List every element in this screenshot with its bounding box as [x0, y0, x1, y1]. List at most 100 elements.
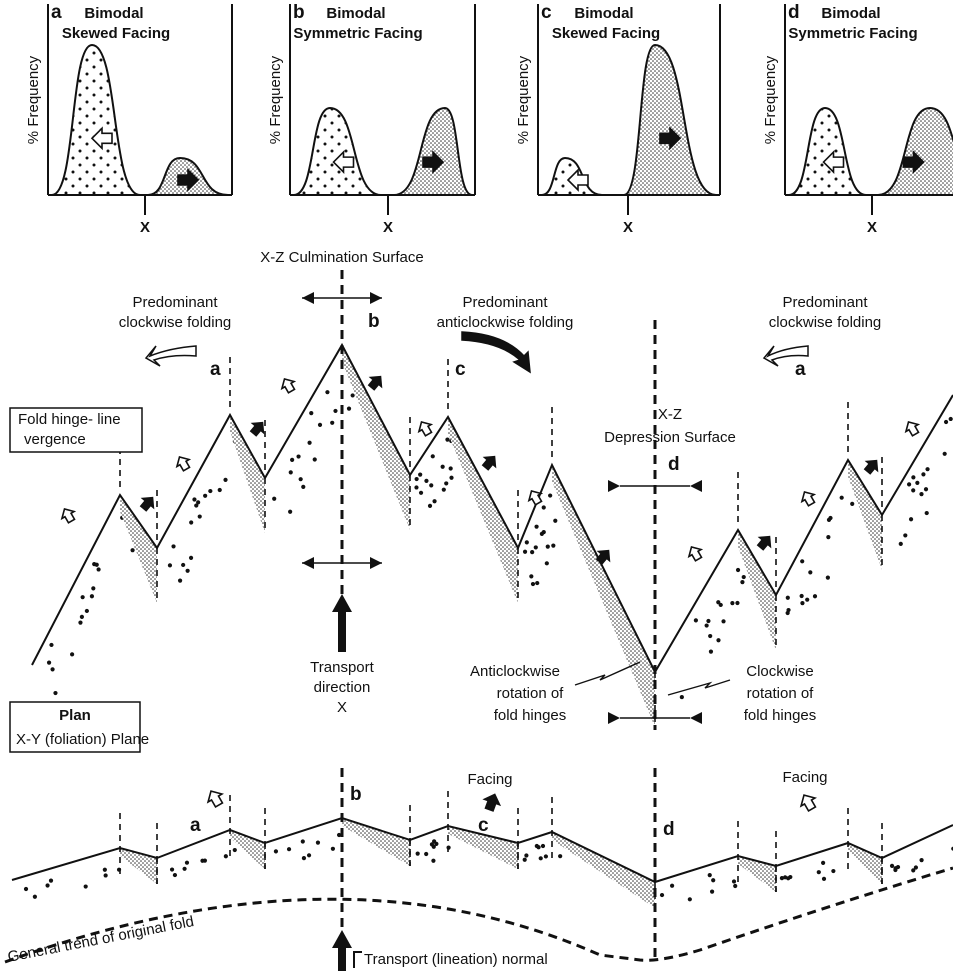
- dot: [840, 496, 844, 500]
- dot: [921, 472, 925, 476]
- x-label: X: [383, 219, 393, 236]
- dot: [85, 609, 89, 613]
- original-fold-trend: [5, 868, 953, 962]
- stipple-band: [342, 818, 410, 866]
- dot: [893, 868, 897, 872]
- dot: [542, 505, 546, 509]
- dot: [786, 611, 790, 615]
- panel-title: Bimodal: [84, 5, 143, 22]
- dot: [50, 667, 54, 671]
- trend-label: General trend of original fold: [6, 913, 195, 966]
- dot: [805, 598, 809, 602]
- rotation-line: fold hinges: [744, 707, 817, 724]
- stipple-band: [342, 345, 410, 530]
- dot: [688, 897, 692, 901]
- dot: [301, 839, 305, 843]
- dot: [192, 497, 196, 501]
- panel-title: Symmetric Facing: [788, 25, 917, 42]
- x-label: X: [623, 219, 633, 236]
- stipple-band: [848, 843, 882, 884]
- transport-arrow: [332, 594, 352, 652]
- facing-lobe-right: [878, 108, 953, 195]
- dot: [274, 849, 278, 853]
- dot: [909, 517, 913, 521]
- dot: [418, 473, 422, 477]
- arrowhead: [370, 292, 382, 304]
- profile-decoration: [5, 270, 953, 971]
- dot: [553, 519, 557, 523]
- dot: [736, 568, 740, 572]
- box-line: vergence: [24, 431, 86, 448]
- dot: [740, 580, 744, 584]
- panel-title: Bimodal: [326, 5, 385, 22]
- dot: [721, 619, 725, 623]
- dot: [224, 854, 228, 858]
- dot: [233, 848, 237, 852]
- rotation-line: rotation of: [747, 685, 815, 702]
- dot: [200, 859, 204, 863]
- dot: [198, 514, 202, 518]
- stipple-band: [738, 530, 776, 650]
- dot: [735, 601, 739, 605]
- dot: [949, 417, 953, 421]
- dot: [431, 454, 435, 458]
- dot: [49, 643, 53, 647]
- dot: [223, 478, 227, 482]
- facing-lobe-left: [294, 108, 381, 195]
- dot: [535, 581, 539, 585]
- dot: [182, 867, 186, 871]
- dot: [431, 859, 435, 863]
- dot: [551, 544, 555, 548]
- dot: [786, 596, 790, 600]
- arrowhead: [302, 292, 314, 304]
- dot: [419, 491, 423, 495]
- dot: [808, 570, 812, 574]
- dot: [911, 488, 915, 492]
- dot: [826, 576, 830, 580]
- dot: [316, 841, 320, 845]
- letter: a: [210, 359, 221, 380]
- dot: [441, 465, 445, 469]
- dot: [196, 500, 200, 504]
- dot: [318, 423, 322, 427]
- dot: [919, 492, 923, 496]
- facing-arrow: [798, 488, 817, 507]
- dot: [813, 594, 817, 598]
- dot: [548, 493, 552, 497]
- dot: [170, 867, 174, 871]
- note-line: anticlockwise folding: [437, 314, 574, 331]
- stipple-band: [120, 495, 157, 603]
- dot: [828, 516, 832, 520]
- facing-arrow: [138, 493, 158, 513]
- panel-letter: d: [788, 2, 800, 23]
- dot: [903, 533, 907, 537]
- dot: [523, 550, 527, 554]
- dot: [546, 545, 550, 549]
- dot: [449, 466, 453, 470]
- dot: [944, 420, 948, 424]
- letter: b: [350, 784, 362, 805]
- facing-arrow: [58, 505, 77, 524]
- culmination-label: X-Z Culmination Surface: [260, 249, 423, 266]
- dot: [331, 847, 335, 851]
- dot: [732, 879, 736, 883]
- plan-subtitle: X-Y (foliation) Plane: [16, 731, 149, 748]
- depression-label: X-Z: [658, 406, 682, 423]
- dot: [171, 544, 175, 548]
- dot: [168, 563, 172, 567]
- y-label: % Frequency: [762, 55, 779, 144]
- dot: [716, 638, 720, 642]
- dot: [203, 494, 207, 498]
- dot: [347, 407, 351, 411]
- panel-letter: a: [51, 2, 62, 23]
- dot: [558, 854, 562, 858]
- dot: [545, 561, 549, 565]
- dot: [313, 457, 317, 461]
- transport-arrow: [332, 930, 352, 971]
- dot: [288, 510, 292, 514]
- dot: [80, 615, 84, 619]
- facing-arrow: [366, 372, 386, 392]
- dot: [70, 652, 74, 656]
- transport-label: Transport (lineation) normal: [364, 951, 548, 968]
- note-line: Predominant: [782, 294, 868, 311]
